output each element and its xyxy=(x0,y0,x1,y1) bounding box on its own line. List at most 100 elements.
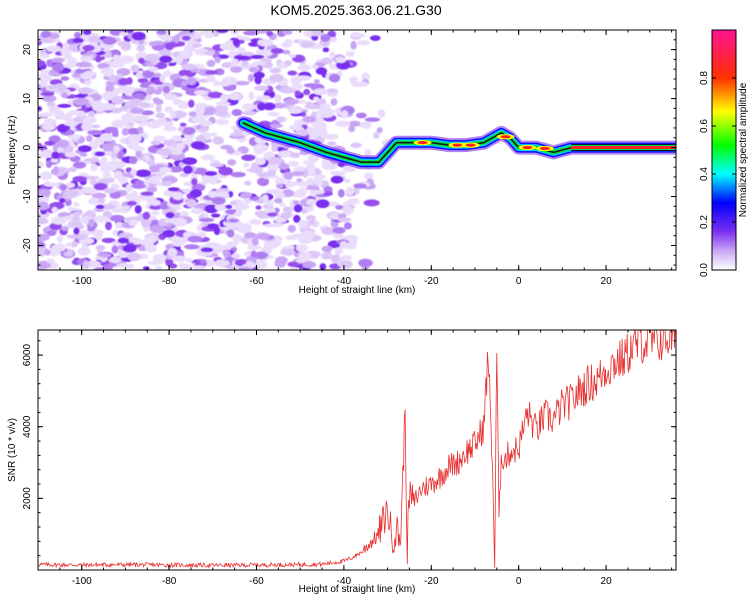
spectrogram-noise-blob xyxy=(297,64,312,72)
spectrogram-noise-blob xyxy=(38,233,45,243)
spectrogram-noise-blob xyxy=(255,260,268,269)
spectrogram-noise-blob xyxy=(373,131,380,139)
spectrogram-noise-blob xyxy=(330,254,341,263)
spectrogram-noise-blob xyxy=(101,203,116,210)
spectrogram-noise-blob xyxy=(158,55,173,63)
spectrogram-noise-blob xyxy=(323,191,333,197)
spectrogram-noise-blob xyxy=(155,104,162,113)
snr-series-line xyxy=(38,330,676,569)
spectrogram-noise-blob xyxy=(329,213,340,220)
spectrogram-noise-blob xyxy=(171,147,183,156)
spectrogram-noise-blob xyxy=(302,261,317,269)
spectrogram-noise-blob xyxy=(64,242,73,247)
spectrogram-noise-blob xyxy=(112,132,119,138)
spectrogram-noise-blob xyxy=(333,233,344,239)
spectrogram-noise-blob xyxy=(73,227,80,235)
spectrogram-noise-blob xyxy=(235,259,247,265)
spectrogram-noise-blob xyxy=(130,190,138,199)
spectrogram-noise-blob xyxy=(109,74,117,84)
spectrogram-noise-blob xyxy=(257,172,270,178)
spectrogram-noise-blob xyxy=(199,127,210,132)
spectrogram-noise-blob xyxy=(175,56,183,65)
spectrogram-noise-blob xyxy=(72,211,82,217)
colorbar: 0.0 0.2 0.4 0.6 0.8 Normalized spectral ampl… xyxy=(699,29,749,277)
spectrogram-noise-blob xyxy=(242,266,250,270)
spectrogram-noise-blob xyxy=(232,38,240,47)
spectrogram-noise-blob xyxy=(339,241,349,250)
spectrogram-noise-blob xyxy=(38,112,54,117)
spectrogram-noise-blob xyxy=(313,79,320,84)
spectrogram-noise-blob xyxy=(149,199,161,206)
spectrogram-noise-blob xyxy=(226,241,240,246)
spectrogram-noise-blob xyxy=(51,206,58,214)
spectrogram-noise-blob xyxy=(84,157,100,163)
spectrogram-noise-blob xyxy=(339,259,353,269)
spectrogram-noise-blob xyxy=(38,73,52,83)
spectrogram-noise-blob xyxy=(280,248,296,256)
spectrogram-noise-blob xyxy=(274,94,283,103)
spectrogram-noise-blob xyxy=(321,158,330,168)
spectrogram-noise-blob xyxy=(67,134,81,140)
x-tick-label: 0 xyxy=(516,276,522,287)
spectrogram-x-ticks: -100 -80 -60 -40 -20 0 20 xyxy=(37,30,673,287)
spectrogram-noise-blob xyxy=(42,95,57,102)
spectrogram-noise-blob xyxy=(283,39,293,45)
spectrogram-noise-blob xyxy=(136,45,146,52)
spectrogram-noise-blob xyxy=(52,165,59,175)
spectrogram-noise-blob xyxy=(46,45,62,52)
spectrogram-noise-blob xyxy=(56,125,71,131)
spectrogram-noise-blob xyxy=(52,63,64,73)
spectrogram-noise-blob xyxy=(337,213,347,218)
spectrogram-noise-blob xyxy=(240,191,253,199)
spectrogram-noise-blob xyxy=(356,40,371,46)
spectrogram-noise-blob xyxy=(319,263,327,270)
spectrogram-noise-blob xyxy=(254,251,269,260)
spectrogram-noise-blob xyxy=(117,237,130,244)
spectrogram-noise-blob xyxy=(267,111,280,117)
spectrogram-noise-blob xyxy=(282,30,293,35)
spectrogram-noise-blob xyxy=(162,229,176,238)
spectrogram-noise-blob xyxy=(67,57,78,67)
spectrogram-noise-blob xyxy=(243,30,259,36)
colorbar-tick-label: 0.6 xyxy=(699,119,710,133)
spectrogram-noise-blob xyxy=(126,77,133,85)
spectrogram-noise-blob xyxy=(140,110,154,116)
spectrogram-noise-blob xyxy=(39,53,50,59)
spectrogram-noise-blob xyxy=(169,153,186,161)
spectrogram-x-label: Height of straight line (km) xyxy=(299,285,416,296)
spectrogram-noise-blob xyxy=(279,202,286,207)
spectrogram-noise-blob xyxy=(121,128,129,136)
spectrogram-noise-blob xyxy=(162,139,177,146)
spectrogram-noise-blob xyxy=(279,61,286,68)
spectrogram-noise-blob xyxy=(301,168,310,178)
snr-x-ticks: -100 -80 -60 -40 -20 0 20 xyxy=(37,330,673,587)
spectrogram-noise-blob xyxy=(198,217,215,223)
spectrogram-noise-blob xyxy=(220,94,229,103)
spectrogram-noise-blob xyxy=(336,58,346,64)
spectrogram-noise-blob xyxy=(105,221,112,231)
spectrogram-noise-blob xyxy=(235,209,243,216)
spectrogram-noise-blob xyxy=(83,175,100,181)
colorbar-tick-label: 0.4 xyxy=(699,167,710,181)
spectrogram-noise-blob xyxy=(312,88,328,96)
spectrogram-noise-blob xyxy=(61,91,68,99)
spectrogram-noise-blob xyxy=(57,146,64,153)
spectrogram-noise-blob xyxy=(287,224,296,233)
spectrogram-noise-blob xyxy=(255,30,269,34)
spectrogram-noise-blob xyxy=(167,187,181,192)
spectrogram-noise-blob xyxy=(191,116,205,123)
spectrogram-noise-blob xyxy=(91,192,107,199)
spectrogram-noise-blob xyxy=(240,223,252,232)
spectrogram-noise-blob xyxy=(271,145,278,152)
spectrogram-noise-blob xyxy=(77,247,91,256)
spectrogram-noise-blob xyxy=(227,159,237,166)
spectrogram-noise-blob xyxy=(326,88,339,93)
spectrogram-noise-blob xyxy=(42,122,56,131)
spectrogram-noise-blob xyxy=(192,265,206,270)
spectrogram-noise-blob xyxy=(308,167,316,177)
spectrogram-noise-blob xyxy=(130,64,140,73)
spectrogram-noise-blob xyxy=(255,157,266,166)
spectrogram-noise-blob xyxy=(57,139,69,148)
spectrogram-noise-blob xyxy=(302,115,317,123)
